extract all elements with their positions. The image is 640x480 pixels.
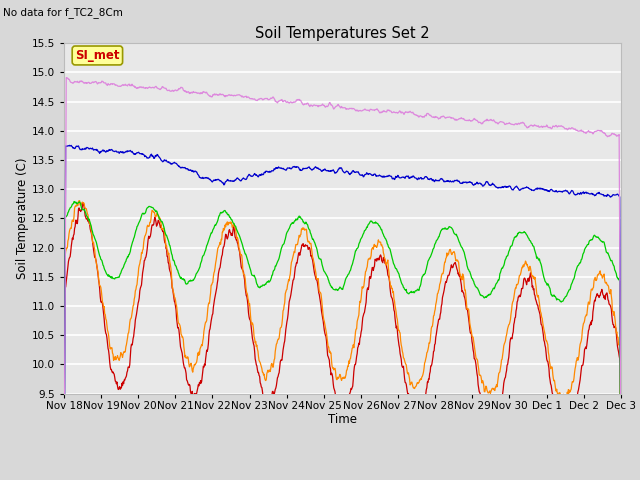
Title: Soil Temperatures Set 2: Soil Temperatures Set 2 — [255, 25, 429, 41]
X-axis label: Time: Time — [328, 413, 357, 426]
Text: No data for f_TC2_8Cm: No data for f_TC2_8Cm — [3, 7, 123, 18]
Text: SI_met: SI_met — [75, 49, 120, 62]
Legend: TC2_2Cm, TC2_4Cm, TC2_16Cm, TC2_32Cm, TC2_50Cm: TC2_2Cm, TC2_4Cm, TC2_16Cm, TC2_32Cm, TC… — [97, 476, 588, 480]
Y-axis label: Soil Temperature (C): Soil Temperature (C) — [16, 157, 29, 279]
